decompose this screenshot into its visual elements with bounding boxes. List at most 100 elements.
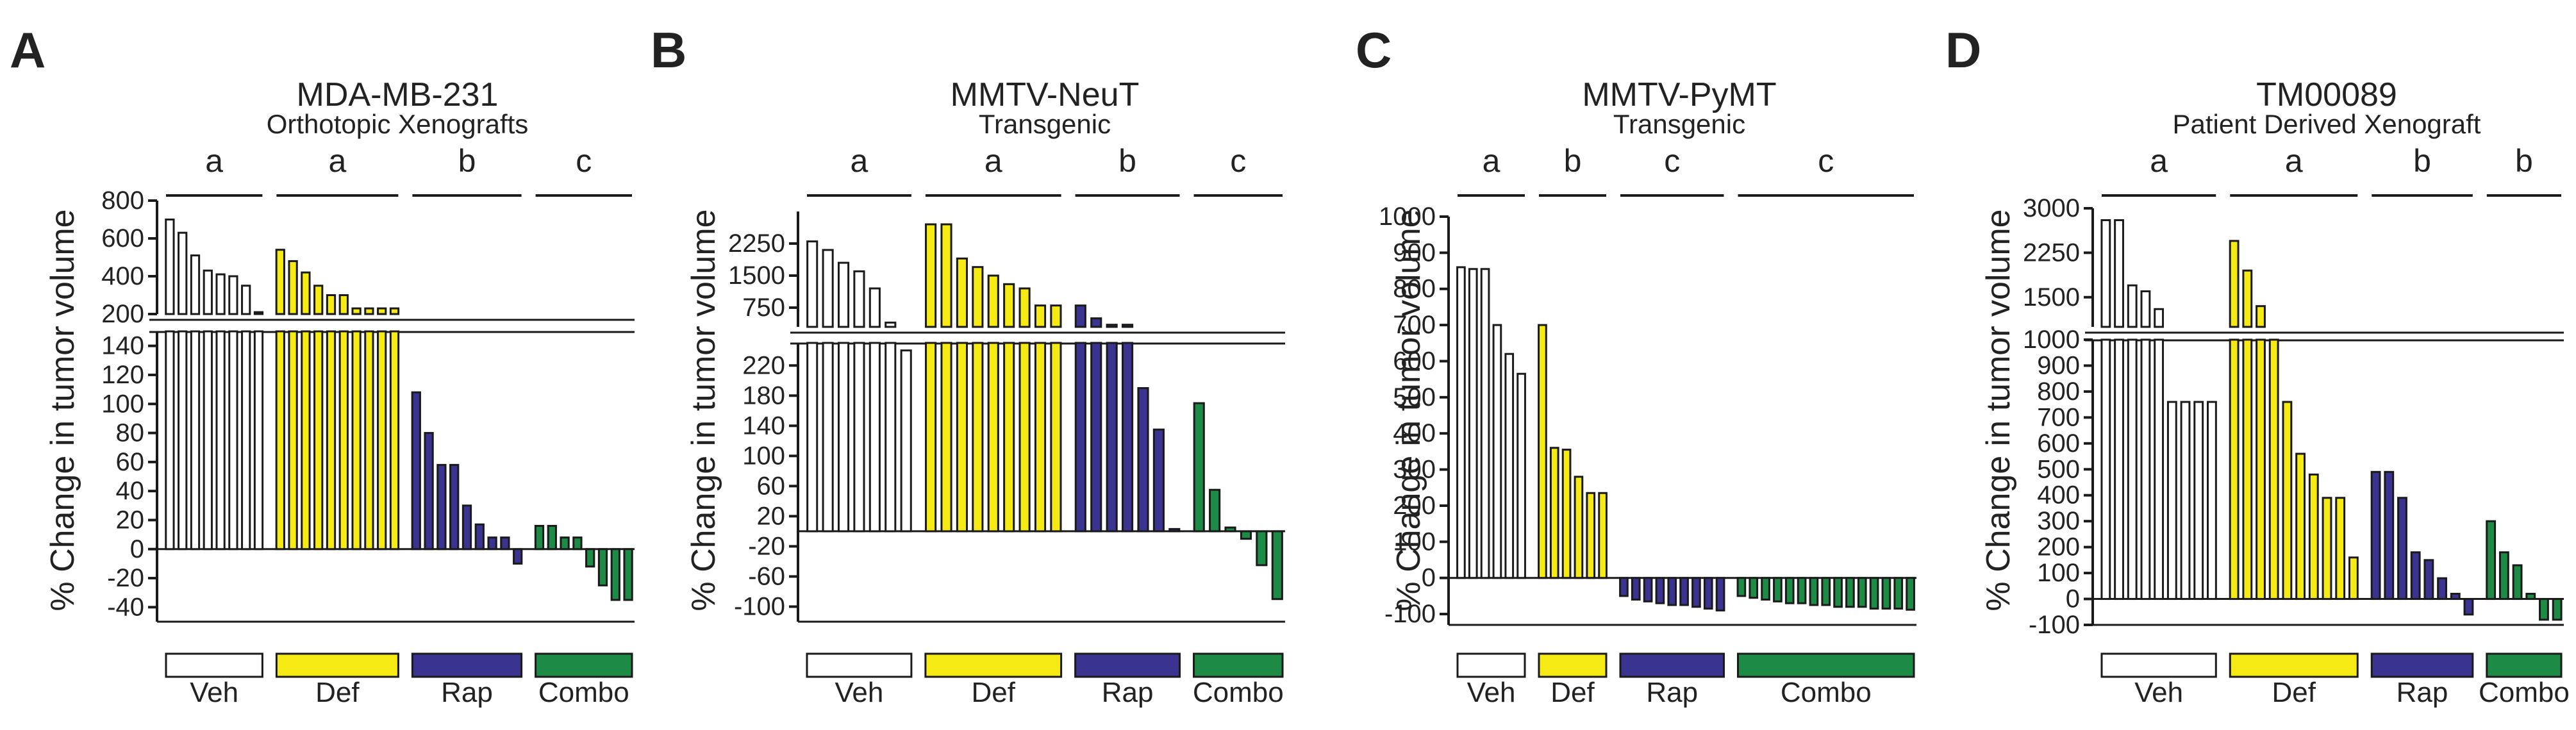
significance-letter: c <box>1230 143 1246 179</box>
y-tick-label: 180 <box>742 381 785 410</box>
bar <box>1003 342 1015 533</box>
group-color-box <box>1456 652 1526 678</box>
chart-subtitle: Transgenic <box>1613 109 1745 139</box>
group-color-box <box>2100 652 2217 678</box>
chart-title: MMTV-NeuT <box>951 76 1140 113</box>
y-tick-label: 400 <box>101 262 144 290</box>
bar <box>377 330 387 551</box>
bar <box>190 330 201 551</box>
group-color-box <box>1193 652 1284 678</box>
y-tick-label: 900 <box>1393 238 1436 267</box>
y-axis-label: % Change in tumor volume <box>1390 209 1427 611</box>
y-tick-label: 800 <box>1393 275 1436 303</box>
group-label: Veh <box>1467 677 1516 708</box>
bar-upper <box>822 249 834 328</box>
bar-upper <box>956 257 968 328</box>
bar <box>1538 324 1547 579</box>
y-tick-label: 700 <box>2037 403 2080 431</box>
bar-upper <box>972 266 984 328</box>
significance-letter: a <box>1483 143 1500 179</box>
group-label: Veh <box>2134 677 2183 708</box>
y-tick-label: 3000 <box>2023 194 2080 222</box>
bar-upper <box>377 307 387 315</box>
y-tick-label: 1000 <box>2023 326 2080 354</box>
bar <box>1271 530 1283 601</box>
bar <box>1209 488 1221 533</box>
y-tick-label: 1000 <box>1379 203 1436 231</box>
significance-letter: a <box>205 143 223 179</box>
bar-upper <box>178 231 188 315</box>
chart-title: MDA-MB-231 <box>297 76 499 113</box>
y-tick-label: 800 <box>101 187 144 215</box>
bar <box>1456 266 1466 579</box>
bar <box>2229 338 2239 601</box>
group-color-box <box>806 652 913 678</box>
bar <box>1679 577 1689 606</box>
chart-title: TM00089 <box>2256 76 2397 113</box>
bar <box>560 536 570 551</box>
y-tick-label: 600 <box>1393 347 1436 375</box>
y-tick-label: 600 <box>101 224 144 253</box>
bar <box>2397 497 2407 601</box>
bar <box>1152 428 1165 533</box>
bar <box>623 548 633 601</box>
bar <box>940 342 952 533</box>
y-tick-label: -40 <box>107 593 144 621</box>
bar-upper <box>1034 304 1047 328</box>
bar <box>351 330 361 551</box>
panel-letter: B <box>651 22 686 78</box>
y-tick-label: 2250 <box>2023 238 2080 267</box>
bar <box>1736 577 1747 597</box>
bar-upper <box>1106 324 1118 328</box>
bar-upper <box>215 273 226 315</box>
group-label: Def <box>1550 677 1595 708</box>
bar-upper <box>165 219 175 315</box>
y-tick-label: 40 <box>116 477 145 505</box>
y-tick-label: 140 <box>101 332 144 360</box>
significance-letter: a <box>2285 143 2303 179</box>
y-tick-label: 100 <box>2037 559 2080 587</box>
group-label: Combo <box>1781 677 1872 708</box>
group-color-box <box>2486 652 2563 678</box>
bar-upper <box>389 307 400 315</box>
y-tick-label: 200 <box>2037 533 2080 561</box>
bar <box>2193 401 2204 601</box>
chart-title: MMTV-PyMT <box>1582 76 1776 113</box>
bar <box>1122 342 1134 533</box>
y-tick-label: 400 <box>2037 481 2080 510</box>
bar-upper <box>837 261 850 328</box>
bar <box>1773 577 1782 602</box>
bar-upper <box>1003 283 1015 328</box>
group-color-box <box>2229 652 2359 678</box>
bar <box>2154 338 2165 601</box>
chart-subtitle: Patient Derived Xenograft <box>2173 109 2481 139</box>
group-color-box <box>1619 652 1725 678</box>
bar <box>1881 577 1891 610</box>
bar <box>2370 470 2381 601</box>
group-color-box <box>411 652 523 678</box>
bar <box>2295 452 2306 601</box>
significance-letter: b <box>1564 143 1582 179</box>
y-tick-label: -100 <box>734 592 785 620</box>
bar <box>1691 577 1701 608</box>
bar <box>1893 577 1904 610</box>
bar <box>2384 470 2395 601</box>
bar-upper <box>203 269 213 315</box>
bar <box>338 330 349 551</box>
bar-upper <box>2114 219 2124 328</box>
group-label: Combo <box>2479 677 2570 708</box>
bar-upper <box>313 285 324 315</box>
bar <box>2207 401 2217 601</box>
significance-letter: c <box>576 143 592 179</box>
y-tick-label: 750 <box>742 294 785 322</box>
bar <box>1586 492 1596 579</box>
bar-upper <box>351 307 361 315</box>
group-label: Rap <box>2397 677 2448 708</box>
y-tick-label: -20 <box>107 564 144 592</box>
bar <box>547 525 557 551</box>
bar <box>1715 577 1725 611</box>
bar <box>956 342 968 533</box>
group-color-box <box>1737 652 1915 678</box>
bar <box>2512 564 2523 601</box>
